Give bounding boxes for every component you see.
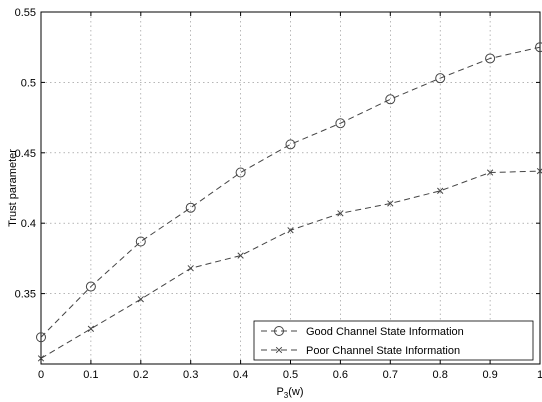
legend-entries: Good Channel State Information Poor Chann…	[261, 326, 464, 357]
x-tick-label: 0.3	[183, 369, 198, 381]
data-point	[485, 53, 496, 64]
data-point	[486, 169, 494, 176]
y-tick-label: 0.4	[21, 218, 36, 230]
x-tick-label: 0.7	[383, 369, 398, 381]
grid-lines	[41, 12, 540, 364]
data-point	[385, 94, 396, 105]
data-point	[85, 281, 96, 292]
x-tick-label: 0.5	[283, 369, 298, 381]
legend-entry: Poor Channel State Information	[261, 345, 460, 357]
x-tick-label: 0.9	[482, 369, 497, 381]
data-point	[535, 42, 542, 53]
legend-entry: Good Channel State Information	[261, 326, 464, 338]
x-axis-label-main: P	[276, 386, 283, 398]
data-point	[435, 73, 446, 84]
data-point	[37, 355, 45, 362]
legend: Good Channel State Information Poor Chann…	[253, 320, 534, 361]
data-point	[235, 167, 246, 178]
y-tick-label: 0.55	[15, 7, 36, 19]
x-tick-label: 1	[537, 369, 542, 381]
y-tick-label: 0.35	[15, 289, 36, 301]
legend-marker	[275, 346, 283, 354]
data-point	[335, 118, 346, 129]
x-tick-label: 0.2	[133, 369, 148, 381]
data-point	[237, 252, 244, 259]
x-tick-label: 0.8	[433, 369, 448, 381]
data-point	[36, 332, 46, 343]
data-point	[187, 265, 194, 272]
series-line	[40, 46, 541, 338]
x-tick-label: 0	[38, 369, 44, 381]
series-2	[37, 167, 542, 362]
x-axis-label: P3(w)	[276, 386, 303, 400]
axis-ticks: 0 0.1 0.2 0.3 0.4 0.5 0.6 0.7 0.8 0.9 1 0.35 0.4 0.45…	[15, 7, 542, 381]
legend-marker	[274, 326, 284, 336]
data-point	[87, 325, 95, 332]
data-point	[337, 210, 344, 217]
legend-box	[253, 320, 534, 361]
data-point	[135, 236, 146, 247]
data-point	[287, 227, 294, 234]
x-axis-label-subscript: 3	[284, 391, 289, 400]
data-point	[387, 200, 394, 207]
y-tick-label: 0.5	[21, 77, 36, 89]
legend-label: Good Channel State Information	[306, 326, 464, 338]
x-axis-label-suffix: (w)	[288, 386, 303, 398]
data-point	[285, 139, 296, 150]
y-axis-label: Trust parameter	[7, 149, 19, 227]
data-point	[437, 187, 444, 194]
data-point	[185, 202, 196, 213]
x-tick-label: 0.4	[233, 369, 248, 381]
y-tick-label: 0.45	[15, 148, 36, 160]
data-point	[137, 296, 144, 303]
x-tick-label: 0.6	[333, 369, 348, 381]
series-layer	[36, 42, 542, 362]
series-1	[36, 42, 542, 343]
legend-label: Poor Channel State Information	[306, 345, 460, 357]
x-tick-label: 0.1	[83, 369, 98, 381]
